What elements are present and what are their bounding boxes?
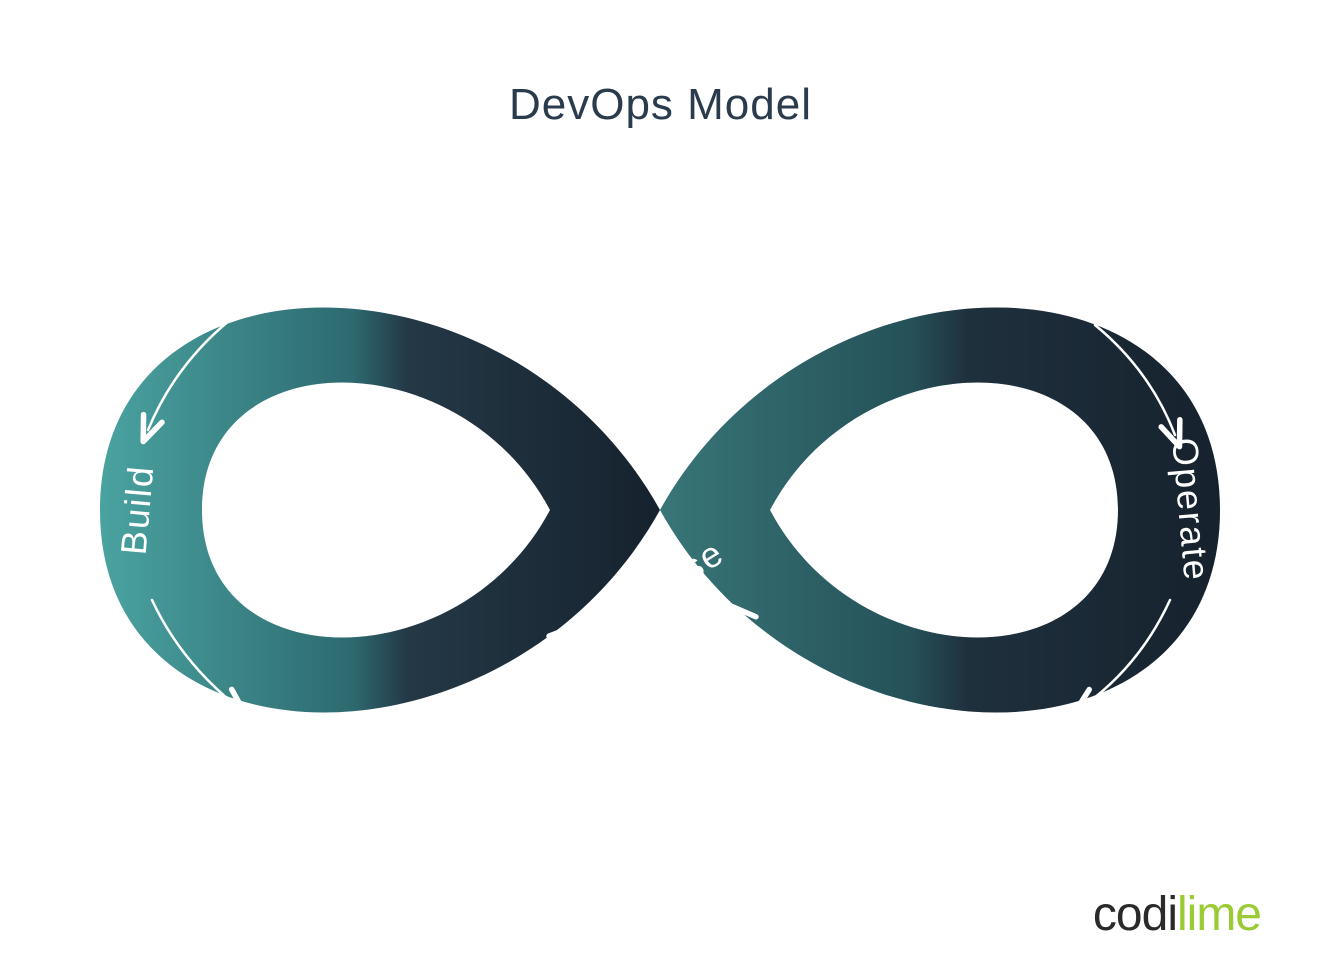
stage-test: Test	[291, 715, 371, 768]
page-title: DevOps Model	[0, 80, 1321, 130]
logo-part2: lime	[1177, 888, 1261, 941]
stage-monitor: Monitor	[910, 712, 1048, 771]
stage-code: Code	[270, 249, 370, 306]
brand-logo: codilime	[1093, 887, 1261, 942]
devops-infinity-diagram: PlanCodeBuildTestReleaseDeployOperateMon…	[70, 200, 1250, 820]
stage-deploy: Deploy	[931, 246, 1060, 308]
stage-build: Build	[113, 463, 162, 556]
logo-part1: codi	[1093, 888, 1177, 941]
